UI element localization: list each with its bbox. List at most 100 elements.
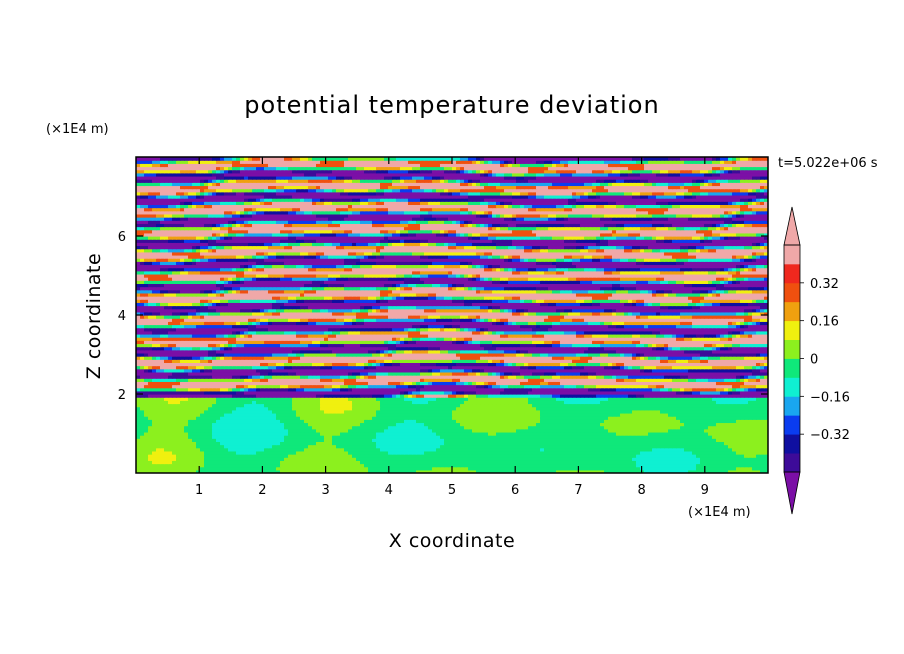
contour-cell [568,409,573,414]
contour-cell [248,441,253,446]
contour-cell [400,412,405,417]
contour-cell [512,422,517,427]
contour-cell [700,457,705,461]
contour-cell [512,409,517,414]
contour-cell [140,406,145,411]
contour-cell [452,435,457,439]
contour-cell [144,450,149,455]
contour-cell [620,450,625,455]
contour-cell [736,444,741,449]
contour-cell [628,450,633,455]
contour-cell [488,422,493,427]
contour-cell [616,428,621,433]
contour-cell [564,409,569,414]
contour-cell [400,416,405,420]
contour-cell [608,412,613,417]
contour-cell [224,444,229,449]
contour-cell [540,463,545,468]
contour-cell [472,438,477,442]
contour-cell [432,419,437,424]
contour-cell [696,447,701,452]
contour-cell [484,450,489,455]
contour-cell [424,441,429,446]
contour-cell [704,469,709,473]
contour-cell [276,422,281,427]
contour-cell [152,425,157,430]
contour-cell [372,425,377,430]
contour-cell [752,435,757,439]
contour-cell [344,422,349,427]
contour-cell [304,447,309,452]
contour-cell [620,431,625,436]
contour-cell [180,425,185,430]
contour-cell [420,431,425,436]
contour-cell [648,435,653,439]
contour-cell [568,438,573,442]
contour-cell [712,438,717,442]
contour-cell [656,416,661,420]
contour-cell [504,428,509,433]
contour-cell [440,422,445,427]
contour-cell [404,454,409,458]
contour-cell [616,425,621,430]
contour-cell [684,422,689,427]
contour-cell [424,463,429,468]
contour-cell [140,422,145,427]
contour-cell [212,438,217,442]
contour-cell [540,457,545,461]
contour-cell [320,409,325,414]
contour-cell [232,469,237,473]
contour-cell [360,441,365,446]
contour-cell [552,419,557,424]
contour-cell [700,460,705,465]
contour-cell [340,435,345,439]
contour-cell [484,406,489,411]
contour-cell [636,438,641,442]
contour-cell [440,438,445,442]
contour-cell [460,406,465,411]
contour-cell [224,450,229,455]
contour-cell [168,422,173,427]
contour-cell [192,403,197,408]
contour-cell [160,419,165,424]
contour-cell [276,450,281,455]
contour-cell [424,431,429,436]
contour-cell [240,412,245,417]
contour-cell [140,438,145,442]
contour-cell [284,428,289,433]
contour-cell [656,469,661,473]
contour-cell [368,412,373,417]
contour-cell [492,469,497,473]
contour-cell [292,428,297,433]
contour-cell [752,441,757,446]
contour-cell [400,435,405,439]
contour-cell [524,450,529,455]
contour-cell [284,403,289,408]
contour-cell [420,435,425,439]
contour-cell [372,438,377,442]
contour-cell [548,428,553,433]
contour-cell [688,431,693,436]
contour-cell [252,416,257,420]
contour-cell [560,444,565,449]
contour-cell [212,435,217,439]
contour-cell [316,406,321,411]
contour-cell [744,431,749,436]
contour-cell [732,450,737,455]
contour-cell [168,438,173,442]
contour-cell [364,419,369,424]
contour-cell [560,438,565,442]
contour-cell [276,403,281,408]
contour-cell [760,428,765,433]
contour-cell [180,466,185,471]
contour-cell [252,454,257,458]
contour-cell [304,457,309,461]
contour-cell [460,460,465,465]
contour-cell [652,431,657,436]
contour-cell [140,431,145,436]
contour-cell [208,447,213,452]
contour-cell [532,444,537,449]
contour-cell [636,425,641,430]
contour-cell [568,447,573,452]
contour-cell [616,406,621,411]
